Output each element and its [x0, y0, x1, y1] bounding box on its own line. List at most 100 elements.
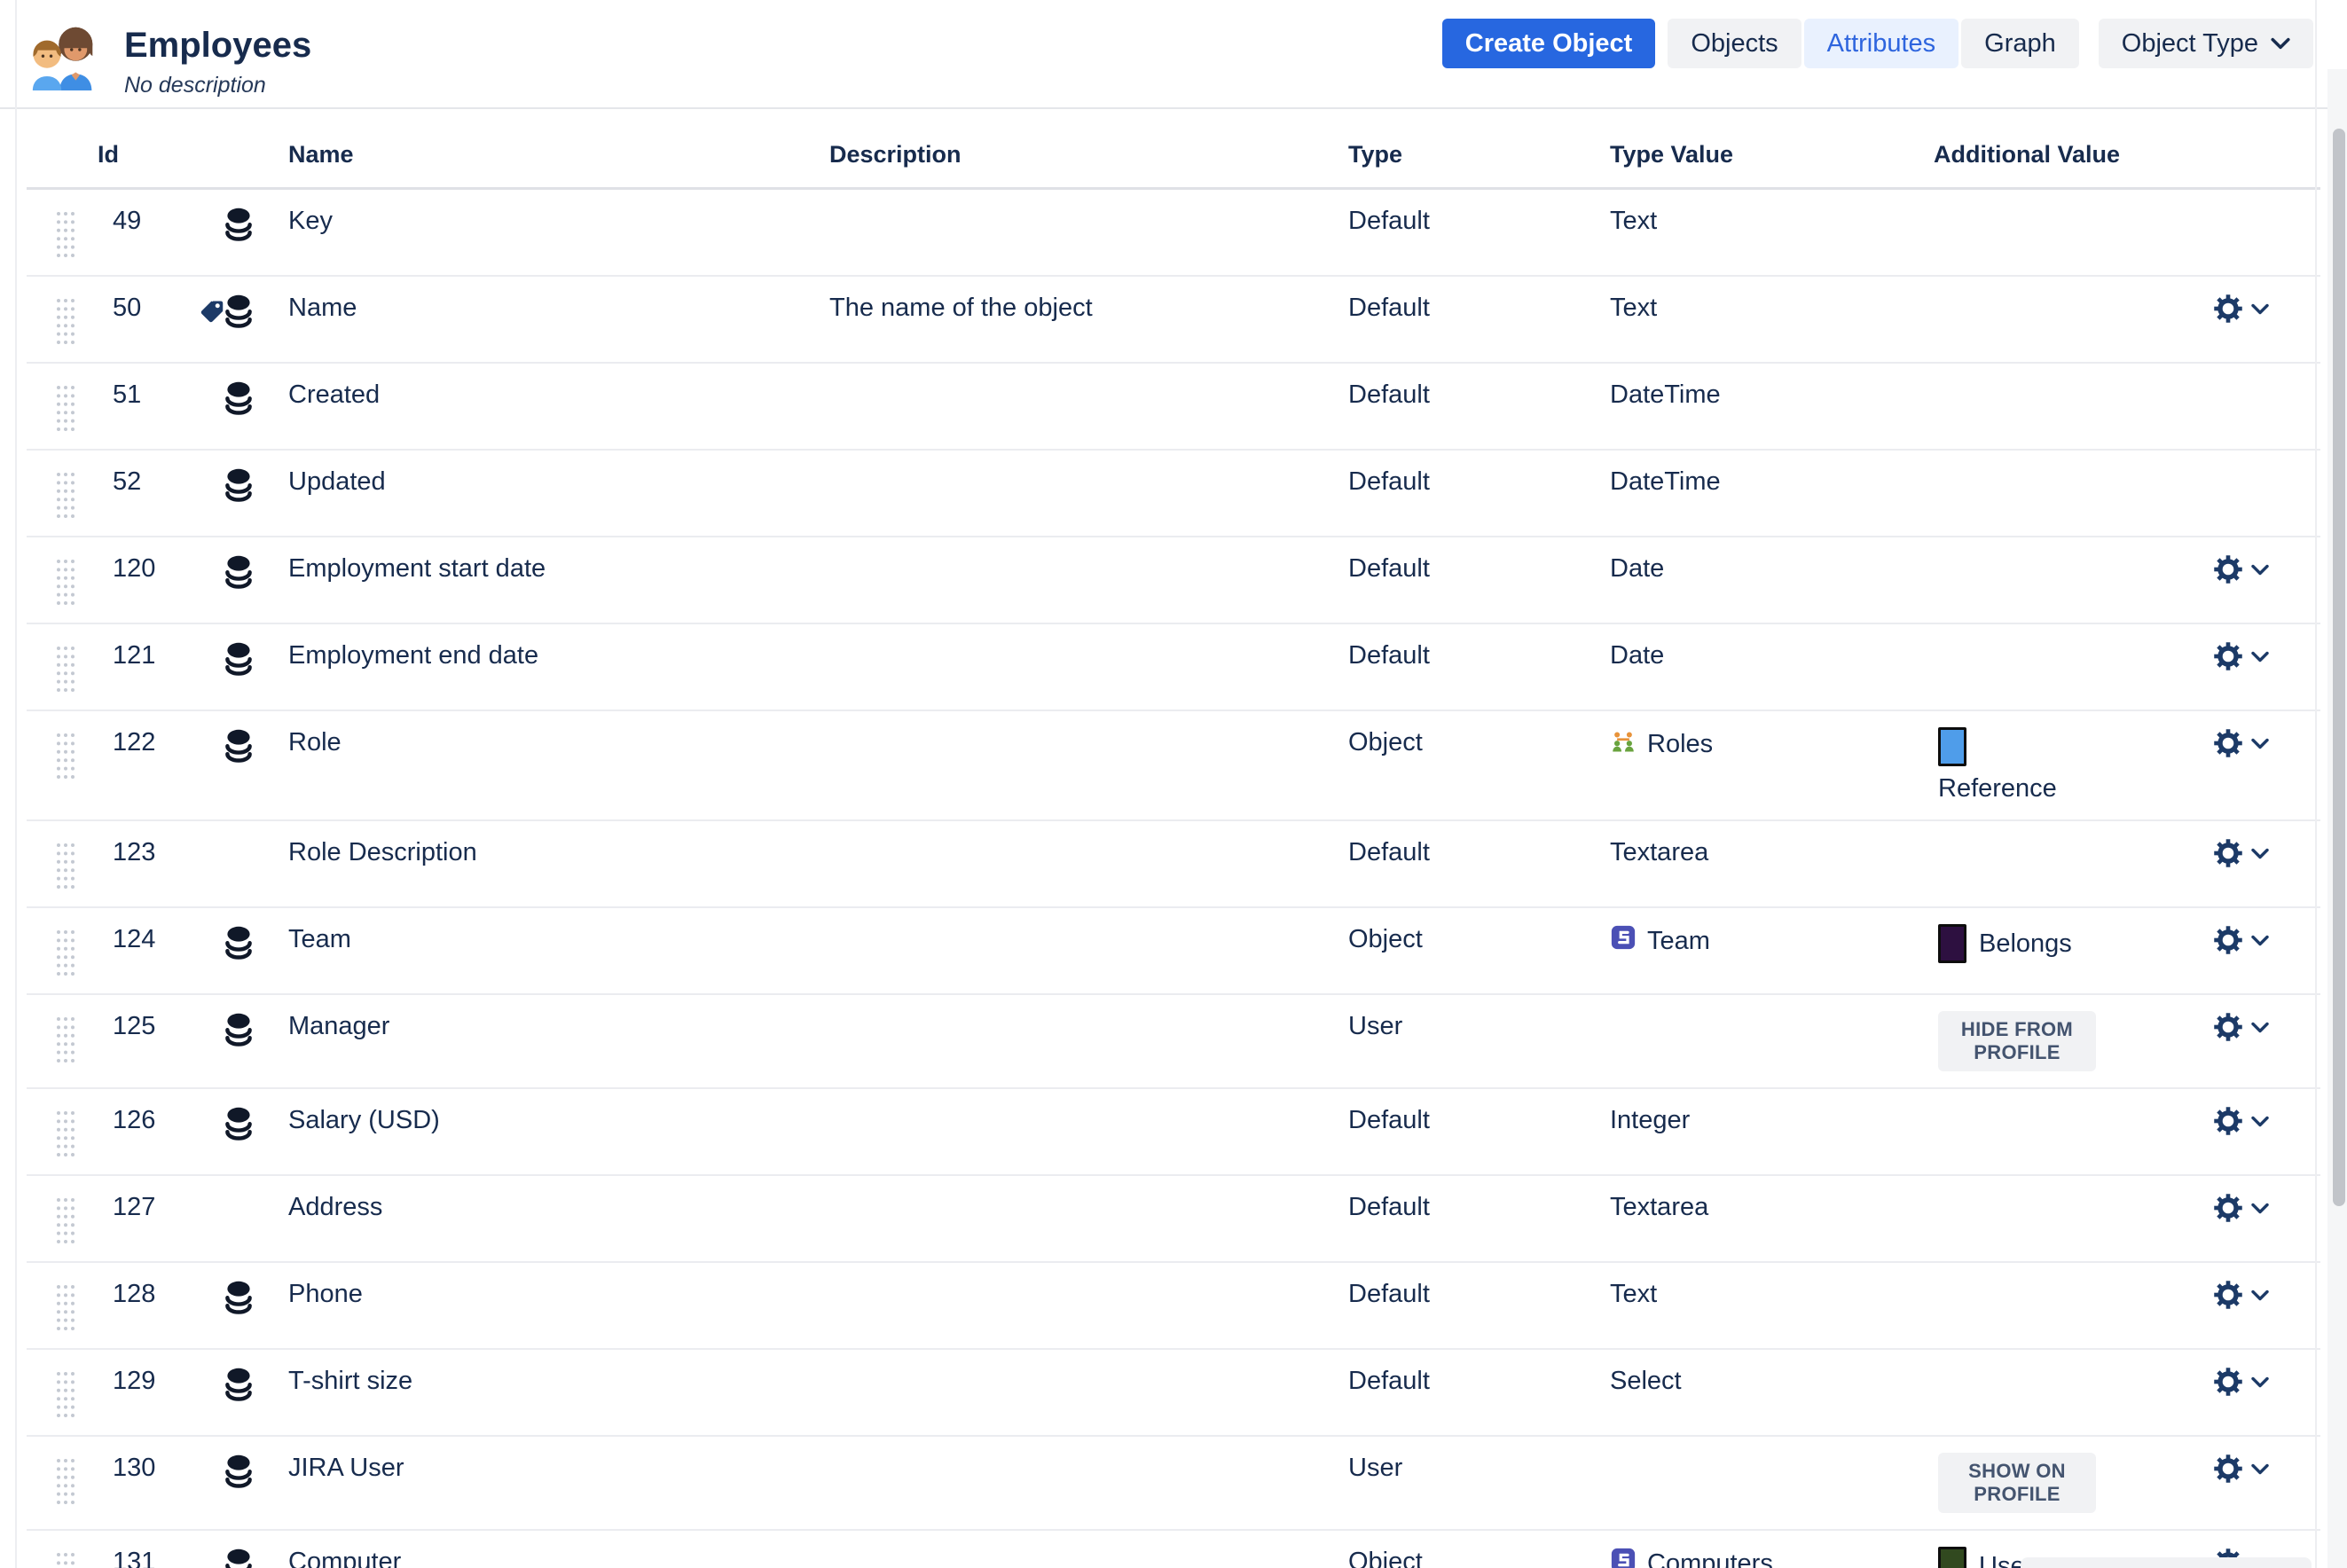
attribute-id: 50 [113, 294, 142, 322]
tab-objects[interactable]: Objects [1668, 19, 1801, 68]
column-header-description: Description [829, 141, 962, 168]
settings-gear-icon[interactable] [2212, 553, 2244, 585]
page-title: Employees [124, 26, 312, 65]
attribute-name: Salary (USD) [288, 1106, 440, 1134]
chevron-down-icon[interactable] [2251, 564, 2269, 576]
chevron-down-icon[interactable] [2251, 1463, 2269, 1475]
table-header-row: Id Name Description Type Type Value Addi… [27, 109, 2320, 190]
attribute-type: Default [1348, 838, 1430, 866]
reference-type-label: Belongs [1979, 929, 2072, 958]
attribute-name: T-shirt size [288, 1367, 413, 1395]
settings-gear-icon[interactable] [2212, 727, 2244, 759]
database-icon [224, 466, 254, 511]
attribute-type: Default [1348, 1280, 1430, 1308]
attribute-description [829, 190, 1348, 222]
drag-handle-icon[interactable] [55, 1366, 76, 1419]
chevron-down-icon [2271, 37, 2290, 50]
database-icon [224, 1453, 254, 1497]
roles-icon [1610, 727, 1637, 761]
drag-handle-icon[interactable] [55, 640, 76, 694]
attribute-type: Default [1348, 1106, 1430, 1134]
settings-gear-icon[interactable] [2212, 1011, 2244, 1043]
drag-handle-icon[interactable] [55, 1453, 76, 1506]
reference-color-swatch [1938, 727, 1966, 766]
attribute-type: Default [1348, 467, 1430, 496]
settings-gear-icon[interactable] [2212, 1192, 2244, 1224]
attribute-type: Object [1348, 728, 1423, 757]
chevron-down-icon[interactable] [2251, 1290, 2269, 1301]
table-row: 128 Phone Default Text [27, 1263, 2320, 1350]
attribute-type-value: Textarea [1610, 838, 1709, 866]
table-row: 51 Created Default DateTime [27, 364, 2320, 451]
profile-visibility-badge: HIDE FROM PROFILE [1938, 1011, 2096, 1071]
attribute-type-value: DateTime [1610, 380, 1721, 409]
attribute-additional-value [1934, 537, 2169, 569]
chevron-down-icon[interactable] [2251, 935, 2269, 946]
column-header-name: Name [288, 141, 354, 168]
attribute-name: Employment start date [288, 554, 546, 583]
settings-gear-icon[interactable] [2212, 924, 2244, 956]
attribute-additional-value [1934, 624, 2169, 656]
create-object-button[interactable]: Create Object [1441, 19, 1656, 68]
chevron-down-icon[interactable] [2251, 651, 2269, 662]
settings-gear-icon[interactable] [2212, 1105, 2244, 1137]
settings-gear-icon[interactable] [2212, 293, 2244, 325]
attribute-additional-value: Belongs [1934, 908, 2169, 979]
attribute-additional-value [1934, 364, 2169, 396]
settings-gear-icon[interactable] [2212, 1366, 2244, 1398]
attribute-description [829, 711, 1348, 743]
drag-handle-icon[interactable] [55, 466, 76, 520]
attribute-additional-value [1934, 277, 2169, 309]
vertical-scrollbar-thumb[interactable] [2333, 129, 2345, 1206]
chevron-down-icon[interactable] [2251, 1022, 2269, 1033]
chevron-down-icon[interactable] [2251, 1116, 2269, 1127]
drag-handle-icon[interactable] [55, 1547, 76, 1568]
chevron-down-icon[interactable] [2251, 738, 2269, 749]
settings-gear-icon[interactable] [2212, 1279, 2244, 1311]
attribute-description [829, 1089, 1348, 1121]
cut-off-bottom-button[interactable] [2021, 1557, 2312, 1568]
drag-handle-icon[interactable] [55, 1192, 76, 1245]
chevron-down-icon[interactable] [2251, 1376, 2269, 1388]
drag-handle-icon[interactable] [55, 293, 76, 346]
tab-attributes[interactable]: Attributes [1803, 19, 1959, 68]
table-row: 123 Role Description Default Textarea [27, 821, 2320, 908]
database-icon [224, 293, 254, 337]
drag-handle-icon[interactable] [55, 206, 76, 259]
drag-handle-icon[interactable] [55, 1011, 76, 1064]
attribute-additional-value [1934, 1350, 2169, 1382]
attribute-name: Key [288, 207, 333, 235]
drag-handle-icon[interactable] [55, 380, 76, 433]
attribute-type: Default [1348, 554, 1430, 583]
drag-handle-icon[interactable] [55, 553, 76, 607]
objecttype-icon [1610, 1547, 1637, 1568]
tab-graph[interactable]: Graph [1961, 19, 2079, 68]
drag-handle-icon[interactable] [55, 1105, 76, 1158]
attribute-description [829, 451, 1348, 482]
table-row: 49 Key Default Text [27, 190, 2320, 277]
object-type-menu-button[interactable]: Object Type [2098, 19, 2313, 68]
table-row: 125 Manager User HIDE FROM PROFILE [27, 995, 2320, 1089]
drag-handle-icon[interactable] [55, 924, 76, 977]
database-icon [224, 1279, 254, 1323]
attribute-additional-value [1934, 1176, 2169, 1208]
attribute-id: 127 [113, 1193, 156, 1221]
settings-gear-icon[interactable] [2212, 1453, 2244, 1485]
attribute-type: Default [1348, 1367, 1430, 1395]
drag-handle-icon[interactable] [55, 837, 76, 890]
attribute-id: 121 [113, 641, 156, 670]
column-header-additional-value: Additional Value [1934, 141, 2121, 168]
chevron-down-icon[interactable] [2251, 848, 2269, 859]
attribute-additional-value [1934, 190, 2169, 222]
settings-gear-icon[interactable] [2212, 640, 2244, 672]
chevron-down-icon[interactable] [2251, 303, 2269, 315]
drag-handle-icon[interactable] [55, 727, 76, 780]
attribute-additional-value: HIDE FROM PROFILE [1934, 995, 2169, 1087]
attribute-description [829, 821, 1348, 853]
attribute-name: Created [288, 380, 381, 409]
drag-handle-icon[interactable] [55, 1279, 76, 1332]
attribute-type-value: Text [1610, 207, 1658, 235]
chevron-down-icon[interactable] [2251, 1203, 2269, 1214]
settings-gear-icon[interactable] [2212, 837, 2244, 869]
attribute-type-value: DateTime [1610, 467, 1721, 496]
